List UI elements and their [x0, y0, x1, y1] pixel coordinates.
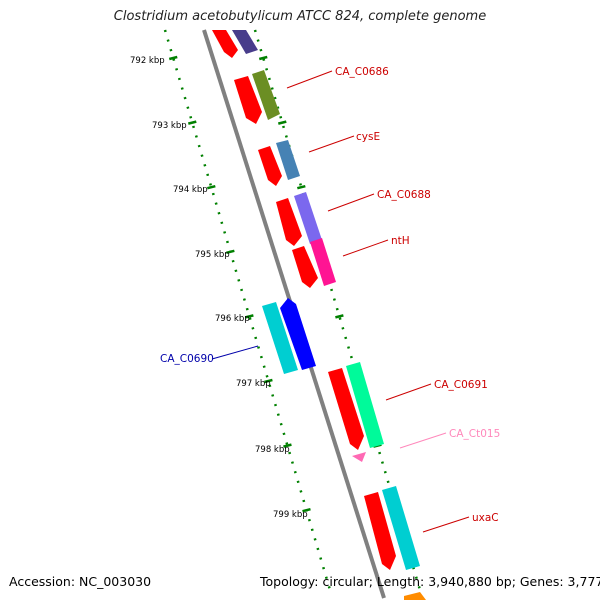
- gene-arrow-red-cyse[interactable]: [258, 146, 282, 186]
- callout-nth: [342, 239, 389, 257]
- inner-dotted-guide: [253, 29, 422, 591]
- scale-tick-outer: [207, 184, 216, 190]
- gene-arrow-cyan-c0690[interactable]: [262, 302, 298, 374]
- scale-tick-inner: [335, 314, 344, 319]
- kbp-label-797: 797 kbp: [236, 379, 271, 389]
- gene-label-uxac[interactable]: uxaC: [472, 512, 499, 524]
- scale-tick-outer: [302, 507, 311, 513]
- kbp-label-799: 799 kbp: [273, 510, 308, 520]
- gene-arrow-red-c0686[interactable]: [234, 76, 262, 124]
- kbp-labels: 792 kbp 793 kbp 794 kbp 795 kbp 796 kbp …: [130, 56, 308, 520]
- scale-tick-outer: [187, 120, 197, 125]
- outer-dotted-guide: [163, 29, 332, 591]
- gene-arrow-red[interactable]: [212, 30, 238, 58]
- callout-ca-c0686: [286, 70, 333, 89]
- scale-tick-outer: [226, 249, 235, 255]
- gene-arrow-red-nth[interactable]: [292, 246, 318, 288]
- callout-ca-ct015: [399, 432, 447, 449]
- kbp-label-793: 793 kbp: [152, 121, 187, 131]
- callout-ca-c0688: [327, 193, 375, 212]
- callout-ca-c0690: [211, 345, 259, 360]
- gene-arrow-purple-c0688[interactable]: [294, 192, 322, 244]
- callout-cyse: [308, 135, 355, 153]
- gene-label-cyse[interactable]: cysE: [356, 131, 380, 143]
- genome-summary-text: Topology: circular; Length: 3,940,880 bp…: [260, 574, 600, 589]
- gene-labels: CA_C0686 cysE CA_C0688 ntH CA_C0690 CA_C…: [160, 66, 500, 524]
- gene-arrow-orange[interactable]: [404, 592, 426, 600]
- gene-label-ca-c0688[interactable]: CA_C0688: [377, 189, 431, 201]
- scale-tick-inner: [277, 120, 287, 125]
- gene-label-ca-ct015[interactable]: CA_Ct015: [449, 428, 500, 440]
- callout-ca-c0691: [385, 383, 432, 401]
- map-title: Clostridium acetobutylicum ATCC 824, com…: [113, 9, 487, 24]
- kbp-label-796: 796 kbp: [215, 314, 250, 324]
- kbp-label-794: 794 kbp: [173, 185, 208, 195]
- scale-tick-outer: [264, 378, 273, 384]
- scale-tick-inner: [258, 55, 268, 61]
- scale-tick-outer: [245, 314, 254, 319]
- gene-label-ca-c0690[interactable]: CA_C0690: [160, 353, 214, 365]
- kbp-label-798: 798 kbp: [255, 445, 290, 455]
- gene-arrow-green-c0691[interactable]: [346, 362, 384, 448]
- gene-label-ca-c0686[interactable]: CA_C0686: [335, 66, 389, 78]
- gene-arrow-red-c0688[interactable]: [276, 198, 302, 246]
- gene-arrow-red-uxac[interactable]: [364, 492, 396, 570]
- gene-arrow-olive-c0686[interactable]: [252, 70, 280, 120]
- gene-arrow-blue-c0690[interactable]: [280, 298, 316, 370]
- scale-tick-outer: [283, 443, 292, 448]
- gene-arrow-purple[interactable]: [232, 30, 258, 54]
- callout-uxac: [422, 516, 470, 533]
- gene-arrow-pink-ct015[interactable]: [352, 452, 366, 462]
- gene-arrow-magenta-nth[interactable]: [310, 238, 336, 286]
- gene-arrow-cyan-uxac[interactable]: [382, 486, 420, 570]
- scale-tick-inner: [297, 184, 306, 190]
- gene-arrows: [212, 30, 426, 600]
- accession-text: Accession: NC_003030: [9, 574, 152, 589]
- scale-tick-outer: [168, 55, 178, 61]
- kbp-label-792: 792 kbp: [130, 56, 165, 66]
- gene-label-ca-c0691[interactable]: CA_C0691: [434, 379, 488, 391]
- gene-label-nth[interactable]: ntH: [391, 235, 410, 247]
- gene-arrow-red-c0691[interactable]: [328, 368, 364, 450]
- gene-arrow-blue-cyse[interactable]: [276, 140, 300, 180]
- gene-callouts: [211, 70, 470, 533]
- kbp-label-795: 795 kbp: [195, 250, 230, 260]
